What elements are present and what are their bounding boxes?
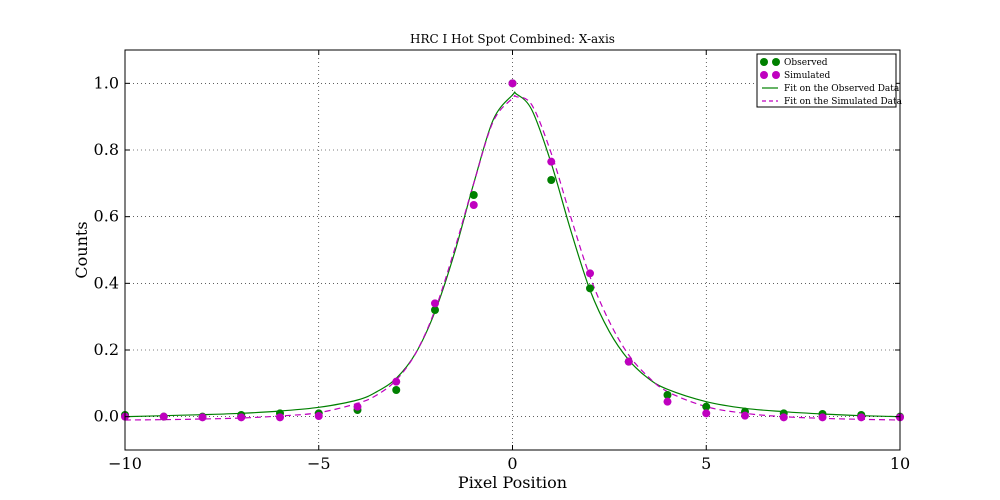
legend-marker xyxy=(760,71,768,79)
legend-marker xyxy=(772,71,780,79)
legend-box xyxy=(756,53,897,108)
data-point-1 xyxy=(702,409,711,418)
y-tick-label: 0.0 xyxy=(94,407,119,426)
legend-label: Fit on the Observed Data xyxy=(784,84,900,94)
legend-marker xyxy=(772,58,780,66)
y-tick-label: 0.4 xyxy=(94,273,119,292)
legend-marker xyxy=(760,58,768,66)
y-axis-label: Counts xyxy=(72,221,91,278)
data-point-0 xyxy=(392,386,401,394)
data-points xyxy=(121,79,904,422)
data-point-1 xyxy=(818,413,827,422)
data-point-1 xyxy=(663,397,672,406)
data-point-0 xyxy=(547,176,556,184)
data-point-1 xyxy=(353,402,362,411)
x-tick-label: 5 xyxy=(701,454,711,473)
legend-label: Fit on the Simulated Data xyxy=(784,97,903,107)
data-point-1 xyxy=(741,411,749,420)
x-tick-label: −5 xyxy=(307,454,331,473)
data-point-1 xyxy=(392,377,401,386)
x-tick-label: 10 xyxy=(890,454,910,473)
data-point-1 xyxy=(276,413,284,422)
y-tick-label: 0.6 xyxy=(94,207,119,226)
data-point-1 xyxy=(159,412,168,421)
x-axis-label: Pixel Position xyxy=(458,473,567,492)
x-tick-label: 0 xyxy=(507,454,517,473)
data-point-0 xyxy=(702,402,711,411)
data-point-0 xyxy=(586,284,594,293)
y-tick-label: 0.2 xyxy=(94,340,119,359)
y-tick-label: 0.8 xyxy=(94,140,119,159)
y-tick-label: 1.0 xyxy=(94,73,119,92)
data-point-1 xyxy=(237,413,246,422)
x-tick-label: −10 xyxy=(108,454,142,473)
legend-label: Observed xyxy=(784,58,828,68)
data-point-1 xyxy=(508,79,517,88)
data-point-1 xyxy=(431,299,439,308)
legend-label: Simulated xyxy=(784,71,831,81)
data-point-1 xyxy=(469,201,478,209)
grid-lines xyxy=(125,50,900,450)
chart-title: HRC I Hot Spot Combined: X-axis xyxy=(410,32,615,46)
legend: Observed Simulated Fit on the Observed Dat… xyxy=(756,53,903,108)
fit-line-2 xyxy=(124,91,901,418)
data-point-1 xyxy=(586,269,594,278)
data-point-1 xyxy=(857,413,866,422)
data-point-1 xyxy=(314,412,323,420)
axis-ticks: −10 −5 0 5 10 0.0 0.2 0.4 0.6 0.8 1.0 xyxy=(94,50,910,473)
data-point-0 xyxy=(663,391,672,399)
data-point-1 xyxy=(779,413,788,422)
data-point-0 xyxy=(469,191,478,199)
data-point-0 xyxy=(431,306,439,314)
data-point-1 xyxy=(198,413,207,422)
data-point-1 xyxy=(547,157,556,166)
data-point-1 xyxy=(624,357,633,366)
